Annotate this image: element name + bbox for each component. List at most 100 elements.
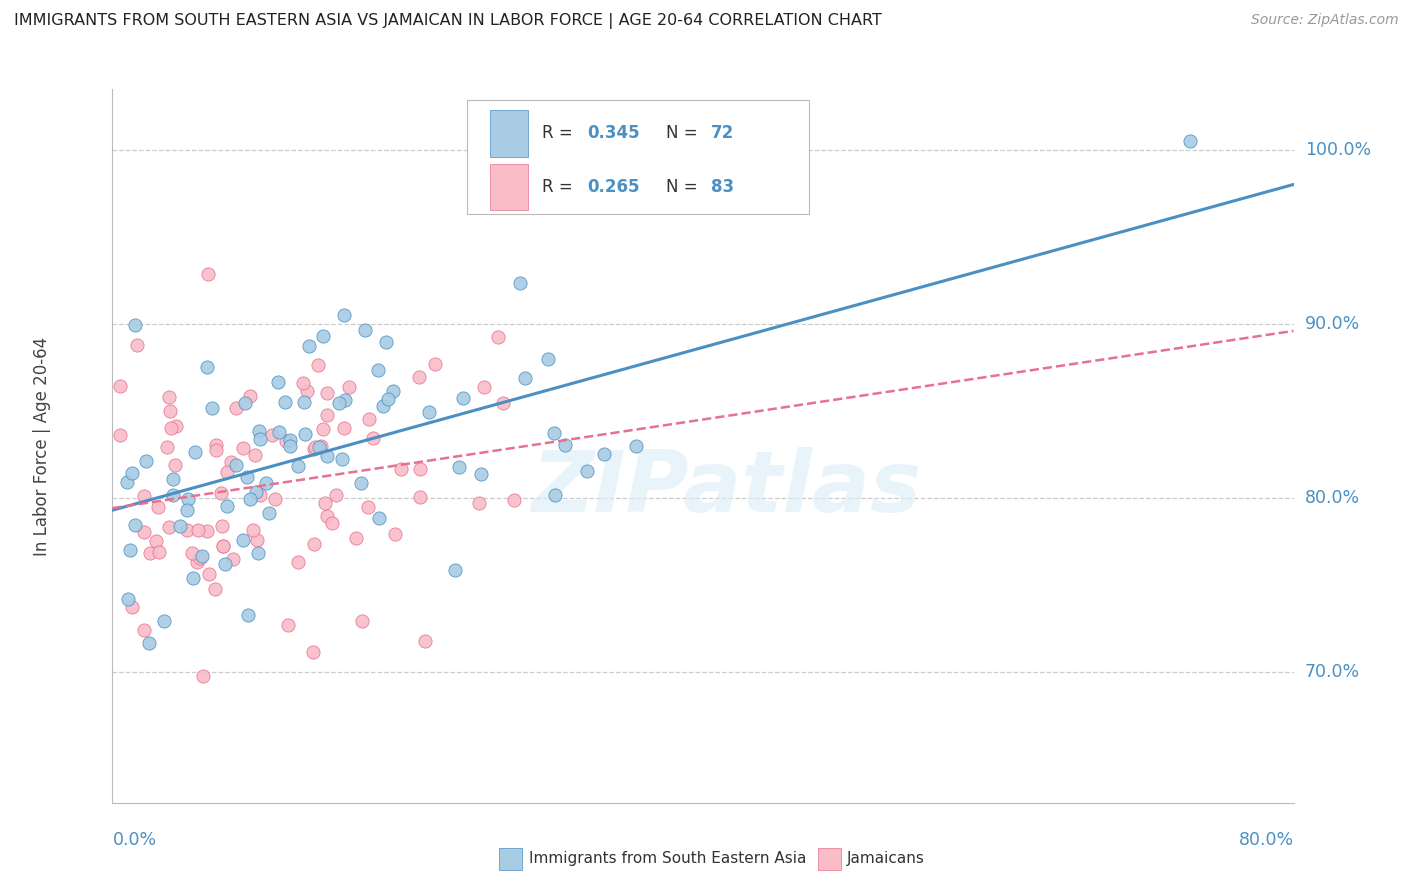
Point: [486, 330, 509, 344]
Point: [176, 523, 198, 537]
Point: [195, 360, 218, 375]
Point: [165, 418, 187, 433]
Point: [302, 645, 325, 659]
Point: [212, 539, 235, 553]
Point: [186, 555, 208, 569]
Text: IMMIGRANTS FROM SOUTH EASTERN ASIA VS JAMAICAN IN LABOR FORCE | AGE 20-64 CORREL: IMMIGRANTS FROM SOUTH EASTERN ASIA VS JA…: [14, 13, 882, 29]
Point: [162, 472, 184, 486]
Text: 80.0%: 80.0%: [1305, 489, 1360, 508]
Point: [243, 448, 266, 462]
Point: [236, 470, 259, 484]
Point: [470, 467, 492, 481]
Point: [221, 552, 243, 566]
Point: [159, 421, 181, 435]
Point: [302, 537, 325, 551]
Point: [262, 427, 284, 442]
Point: [214, 557, 236, 571]
Point: [443, 563, 465, 577]
Point: [217, 465, 239, 479]
Point: [298, 339, 321, 353]
Point: [368, 510, 391, 524]
Point: [169, 518, 191, 533]
Text: In Labor Force | Age 20-64: In Labor Force | Age 20-64: [32, 336, 51, 556]
Point: [120, 542, 142, 557]
Point: [408, 369, 430, 384]
Point: [236, 607, 259, 622]
Point: [543, 426, 565, 441]
Point: [233, 396, 256, 410]
Point: [353, 323, 375, 337]
Point: [215, 499, 238, 513]
Point: [249, 488, 271, 502]
Point: [472, 380, 495, 394]
Text: Source: ZipAtlas.com: Source: ZipAtlas.com: [1251, 13, 1399, 28]
Point: [280, 434, 302, 448]
Point: [509, 276, 531, 290]
Point: [232, 533, 254, 547]
Point: [333, 421, 356, 435]
Point: [145, 533, 167, 548]
FancyBboxPatch shape: [467, 100, 810, 214]
Point: [418, 405, 440, 419]
Point: [350, 475, 373, 490]
Text: 70.0%: 70.0%: [1305, 664, 1360, 681]
Point: [246, 533, 269, 547]
Point: [249, 432, 271, 446]
Point: [328, 396, 350, 410]
Point: [492, 396, 515, 410]
Point: [134, 623, 156, 637]
Point: [325, 488, 347, 502]
Point: [287, 555, 309, 569]
Point: [467, 496, 489, 510]
Text: Immigrants from South Eastern Asia: Immigrants from South Eastern Asia: [529, 852, 806, 866]
Point: [117, 592, 139, 607]
Text: 72: 72: [711, 125, 734, 143]
Point: [278, 439, 301, 453]
Point: [209, 486, 232, 500]
Point: [408, 491, 430, 505]
Point: [204, 582, 226, 597]
Point: [225, 458, 247, 472]
Point: [239, 491, 262, 506]
Point: [451, 392, 474, 406]
Point: [177, 492, 200, 507]
Text: N =: N =: [666, 125, 703, 143]
Point: [315, 385, 337, 400]
Point: [316, 450, 339, 464]
Text: R =: R =: [543, 125, 578, 143]
Point: [307, 358, 329, 372]
FancyBboxPatch shape: [491, 111, 529, 157]
Point: [308, 440, 330, 454]
Point: [377, 392, 399, 407]
Point: [315, 408, 337, 422]
Point: [449, 459, 471, 474]
Point: [309, 439, 332, 453]
Point: [333, 392, 356, 407]
Point: [264, 492, 287, 507]
Point: [357, 412, 380, 426]
Point: [163, 458, 186, 472]
Point: [148, 500, 170, 514]
Point: [423, 357, 446, 371]
Point: [132, 524, 155, 539]
Point: [247, 546, 270, 560]
Text: Jamaicans: Jamaicans: [846, 852, 924, 866]
Point: [389, 462, 412, 476]
Point: [415, 634, 437, 648]
Point: [211, 518, 233, 533]
Text: R =: R =: [543, 178, 578, 196]
Point: [267, 376, 290, 390]
Point: [121, 466, 143, 480]
Point: [575, 464, 598, 478]
Point: [195, 524, 218, 538]
Point: [198, 567, 221, 582]
Point: [221, 455, 243, 469]
Point: [321, 516, 343, 530]
Point: [204, 442, 226, 457]
Point: [357, 500, 380, 514]
Text: 90.0%: 90.0%: [1305, 315, 1360, 334]
Point: [312, 422, 335, 436]
Point: [314, 496, 336, 510]
Point: [312, 329, 335, 343]
Point: [132, 489, 155, 503]
